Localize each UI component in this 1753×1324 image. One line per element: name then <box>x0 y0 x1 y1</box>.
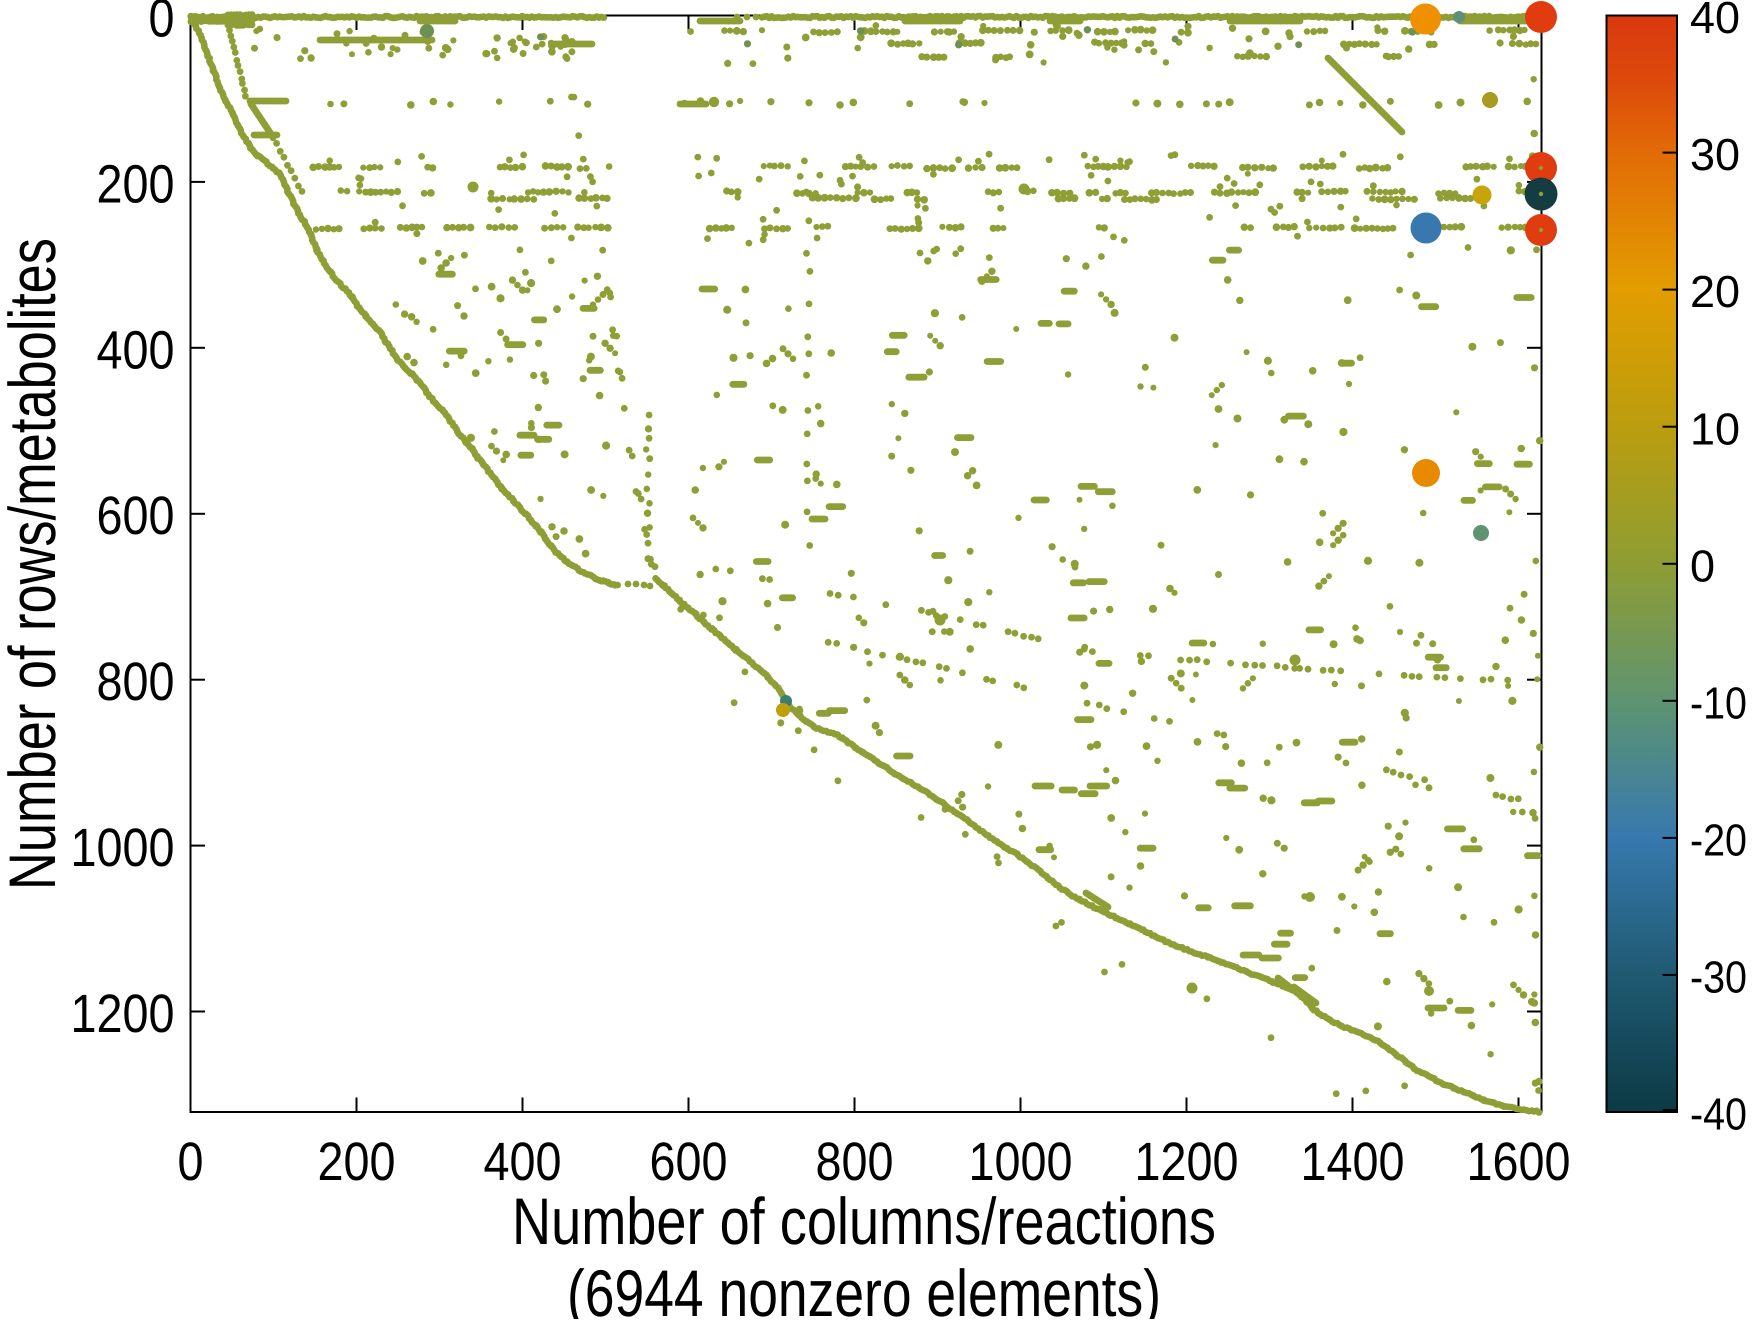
svg-text:800: 800 <box>816 1132 894 1192</box>
svg-text:Number of rows/metabolites: Number of rows/metabolites <box>0 238 69 890</box>
svg-text:10: 10 <box>1690 403 1740 454</box>
svg-text:400: 400 <box>484 1132 562 1192</box>
svg-text:600: 600 <box>97 486 175 546</box>
svg-text:1200: 1200 <box>71 984 175 1044</box>
svg-text:1000: 1000 <box>71 818 175 878</box>
svg-text:800: 800 <box>97 652 175 712</box>
svg-text:600: 600 <box>650 1132 728 1192</box>
svg-text:-20: -20 <box>1690 815 1747 866</box>
svg-text:-10: -10 <box>1690 677 1747 728</box>
svg-text:-40: -40 <box>1690 1089 1747 1140</box>
svg-text:1600: 1600 <box>1467 1132 1571 1192</box>
svg-text:30: 30 <box>1690 129 1740 180</box>
svg-text:200: 200 <box>97 154 175 214</box>
svg-text:-30: -30 <box>1690 952 1747 1003</box>
svg-text:200: 200 <box>318 1132 396 1192</box>
svg-text:1400: 1400 <box>1301 1132 1405 1192</box>
svg-text:400: 400 <box>97 320 175 380</box>
svg-text:0: 0 <box>1690 540 1715 591</box>
svg-text:20: 20 <box>1690 266 1740 317</box>
svg-text:0: 0 <box>149 0 175 49</box>
svg-text:40: 40 <box>1690 0 1740 43</box>
svg-text:1000: 1000 <box>969 1132 1073 1192</box>
svg-text:0: 0 <box>178 1132 204 1192</box>
svg-text:Number of columns/reactions: Number of columns/reactions <box>512 1184 1216 1258</box>
svg-text:(6944 nonzero elements): (6944 nonzero elements) <box>567 1256 1161 1319</box>
svg-text:1200: 1200 <box>1135 1132 1239 1192</box>
